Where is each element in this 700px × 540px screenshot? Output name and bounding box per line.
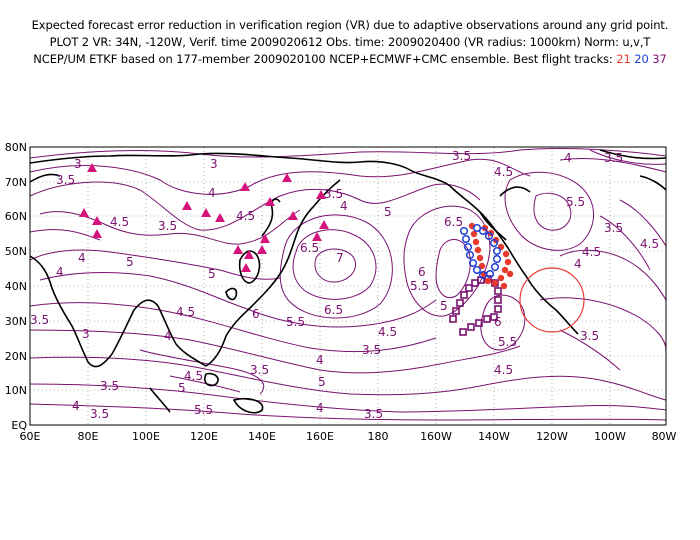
lon-label: 80E	[78, 430, 99, 443]
contour-label: 4.5	[378, 325, 397, 339]
contour-label: 5.5	[498, 335, 517, 349]
track-20-label: 20	[634, 52, 649, 66]
grid-lines	[30, 147, 666, 425]
contour-label: 5	[126, 255, 134, 269]
contour-label: 3.5	[250, 363, 269, 377]
lat-label: 60N	[5, 210, 27, 223]
lon-label: 120W	[536, 430, 568, 443]
map-frame	[29, 146, 667, 426]
contour-label: 4.5	[640, 237, 659, 251]
contour-label: 4	[316, 401, 324, 415]
contour-label: 4	[78, 251, 86, 265]
contour-label: 6.5	[324, 303, 343, 317]
contour-label: 5.5	[286, 315, 305, 329]
contour-label: 4.5	[110, 215, 129, 229]
contour-label: 4	[340, 199, 348, 213]
lat-label: 30N	[5, 315, 27, 328]
contour-label: 3.5	[580, 329, 599, 343]
contour-label: 5	[384, 205, 392, 219]
contour-label: 3	[82, 327, 90, 341]
contour-label: 3.5	[158, 219, 177, 233]
contour-label: 3.5	[364, 407, 383, 421]
contour-label: 4	[574, 257, 582, 271]
contour-label: 3.5	[604, 221, 623, 235]
contour-label: 5.5	[410, 279, 429, 293]
contour-label: 6	[252, 307, 260, 321]
contour-label: 3	[74, 157, 82, 171]
contour-label: 3.5	[30, 313, 49, 327]
lat-label: 70N	[5, 176, 27, 189]
contour-label: 5.5	[194, 403, 213, 417]
lon-label: 160W	[420, 430, 452, 443]
contour-label: 4	[164, 329, 172, 343]
contour-label: 5	[318, 375, 326, 389]
raob-triangles	[79, 163, 329, 272]
lat-label: 10N	[5, 384, 27, 397]
lon-label: 140E	[248, 430, 276, 443]
contour-label: 6	[418, 265, 426, 279]
contour-label: 4	[208, 186, 216, 200]
contour-label: 3	[210, 157, 218, 171]
contour-label: 4.5	[494, 165, 513, 179]
contour-label: 6.5	[300, 241, 319, 255]
contour-label: 5	[440, 299, 448, 313]
contour-label: 4	[56, 265, 64, 279]
contour-label: 6.5	[444, 215, 463, 229]
lat-label: 40N	[5, 280, 27, 293]
contour-label: 4	[72, 399, 80, 413]
lat-label: EQ	[11, 419, 27, 432]
header-line-2: PLOT 2 VR: 34N, -120W, Verif. time 20090…	[49, 35, 651, 49]
lon-label: 160E	[306, 430, 334, 443]
contour-label: 3.5	[362, 343, 381, 357]
lon-label: 120E	[190, 430, 218, 443]
lon-label: 80W	[652, 430, 677, 443]
header-line-1: Expected forecast error reduction in ver…	[31, 18, 669, 32]
contour-label: 4	[564, 151, 572, 165]
longitude-labels: 60E 80E 100E 120E 140E 160E 180 160W 140…	[20, 430, 677, 443]
contour-label: 3.5	[100, 379, 119, 393]
track-37-label: 37	[652, 52, 667, 66]
contour-label: 3.5	[452, 149, 471, 163]
lat-label: 80N	[5, 141, 27, 154]
contour-label: 5	[178, 381, 186, 395]
latitude-labels: 80N 70N 60N 50N 40N 30N 20N 10N EQ	[5, 141, 28, 432]
lon-label: 140W	[478, 430, 510, 443]
header-line-3-text: NCEP/UM ETKF based on 177-member 2009020…	[33, 52, 617, 66]
track-21-label: 21	[616, 52, 631, 66]
contour-label: 4.5	[582, 245, 601, 259]
flight-track-20	[459, 223, 502, 280]
lat-label: 50N	[5, 245, 27, 258]
contour-label: 7	[336, 251, 344, 265]
contour-labels: 3 3 3.5 3.5 3.5 3.5 3.5 3.5 3.5 3.5 3.5 …	[30, 149, 659, 421]
lon-label: 100W	[594, 430, 626, 443]
coastlines	[30, 149, 666, 414]
contour-label: 3.5	[604, 151, 623, 165]
lon-label: 100E	[132, 430, 160, 443]
contour-label: 3.5	[56, 173, 75, 187]
contour-label: 6	[494, 315, 502, 329]
contour-label: 4	[316, 353, 324, 367]
contour-lines	[30, 147, 666, 421]
flight-track-21	[468, 222, 514, 290]
contour-label: 5	[208, 267, 216, 281]
header-line-3: NCEP/UM ETKF based on 177-member 2009020…	[0, 52, 700, 66]
contour-label: 3.5	[90, 407, 109, 421]
lon-label: 180	[368, 430, 389, 443]
verification-region-circle	[519, 267, 585, 333]
contour-label: 4.5	[176, 305, 195, 319]
contour-label: 4.5	[236, 209, 255, 223]
contour-label: 4.5	[184, 369, 203, 383]
contour-label: 4.5	[494, 363, 513, 377]
contour-label: 5.5	[566, 195, 585, 209]
lon-label: 60E	[20, 430, 41, 443]
lat-label: 20N	[5, 350, 27, 363]
contour-label: 3.5	[324, 187, 343, 201]
